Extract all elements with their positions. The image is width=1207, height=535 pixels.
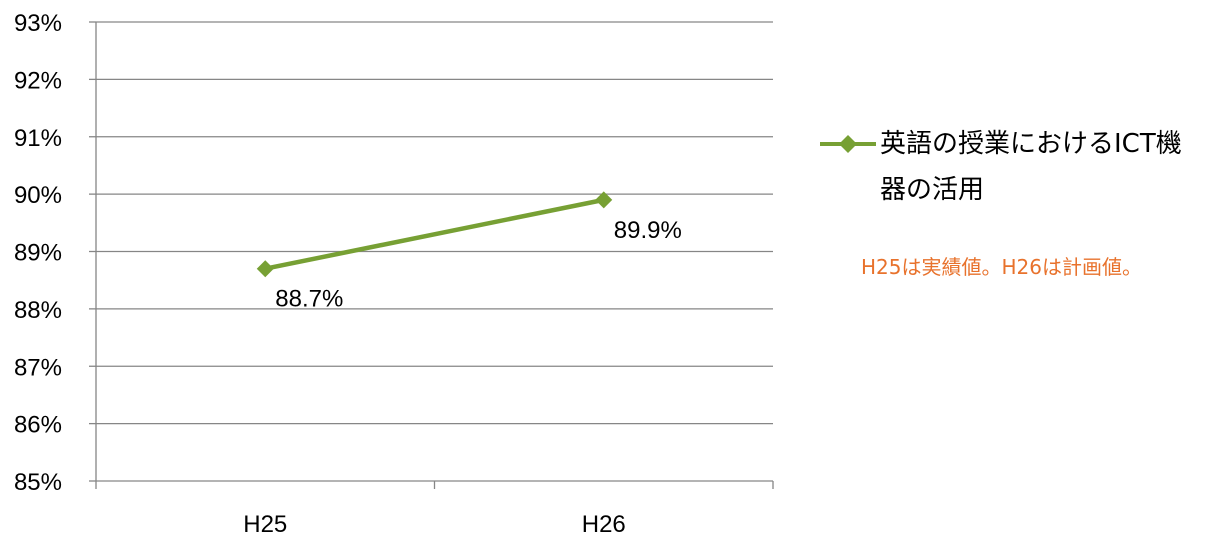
data-labels: 88.7% 89.9% [275,217,682,313]
axes [89,21,774,489]
x-tick-label: H26 [582,511,626,535]
series-line [264,197,605,271]
data-label: 88.7% [275,286,343,313]
note-text: H25は実績値。H26は計画値。 [861,255,1142,279]
legend-marker-icon [820,135,876,153]
series-group [256,191,613,278]
y-tick-label: 86% [14,412,62,439]
y-axis-tick-labels: 85% 86% 87% 88% 89% 90% 91% 92% 93% [14,10,62,496]
legend: 英語の授業におけるICT機器の活用 [818,126,1198,213]
y-tick-label: 85% [14,469,62,496]
y-tick-label: 90% [14,182,62,209]
y-tick-label: 87% [14,354,62,381]
data-label: 89.9% [614,217,682,244]
x-axis-tick-labels: H25 H26 [243,511,626,535]
y-tick-label: 92% [14,67,62,94]
data-point-marker [256,260,274,278]
gridlines [96,21,773,425]
y-tick-label: 91% [14,125,62,152]
data-point-marker [595,191,613,209]
legend-label: 英語の授業におけるICT機器の活用 [880,129,1182,205]
y-tick-label: 93% [14,10,62,37]
y-tick-label: 88% [14,297,62,324]
x-tick-label: H25 [243,511,287,535]
y-tick-label: 89% [14,240,62,267]
